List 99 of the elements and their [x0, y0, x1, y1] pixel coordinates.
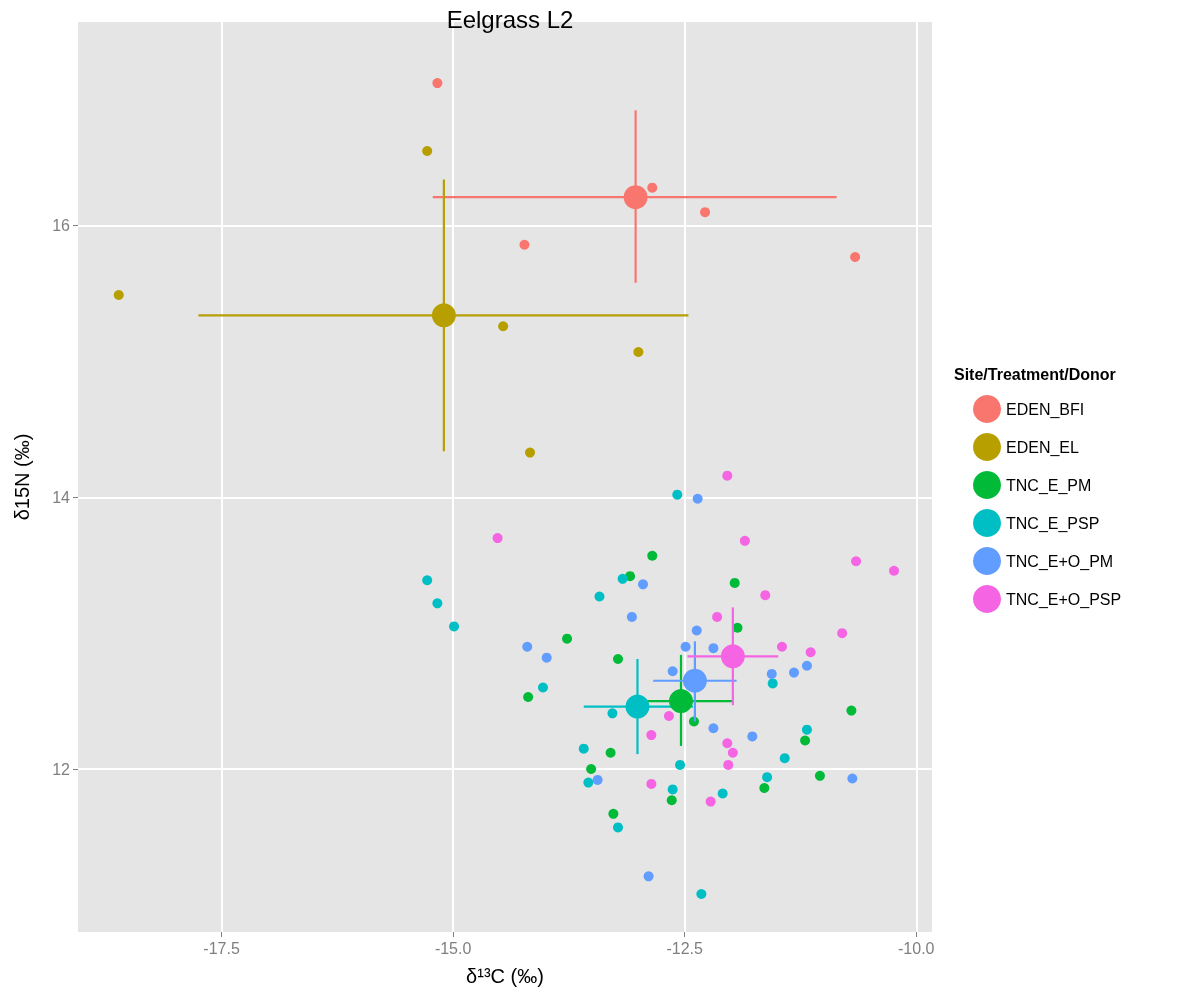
x-tick-label: -10.0 — [898, 939, 935, 957]
point — [776, 641, 787, 652]
point — [578, 743, 589, 754]
point — [422, 146, 433, 157]
point — [766, 668, 777, 679]
x-tick-label: -15.0 — [434, 939, 472, 957]
point — [682, 668, 707, 693]
point — [691, 625, 702, 636]
legend-title: Site/Treatment/Donor — [954, 365, 1116, 383]
x-tick-label: -12.5 — [666, 939, 704, 957]
point — [767, 678, 778, 689]
point — [623, 185, 648, 210]
point — [667, 784, 678, 795]
point — [779, 753, 790, 764]
point — [720, 644, 745, 669]
x-axis-title: δ¹³C (‰) — [466, 965, 544, 987]
point — [717, 788, 728, 799]
point — [432, 78, 443, 89]
point — [432, 598, 443, 609]
point — [625, 694, 650, 719]
point — [727, 747, 738, 758]
point — [449, 621, 460, 632]
point — [759, 783, 770, 794]
point — [846, 705, 857, 716]
point — [705, 796, 716, 807]
point — [113, 290, 124, 300]
point — [889, 565, 900, 576]
x-tick-label: -17.5 — [203, 939, 240, 957]
point — [647, 182, 658, 193]
point — [801, 660, 812, 671]
legend-label: EDEN_EL — [1006, 438, 1080, 457]
point — [613, 822, 623, 833]
point — [739, 535, 750, 546]
point — [422, 575, 433, 586]
point — [669, 689, 693, 714]
point — [800, 735, 811, 746]
y-axis-title: δ15N (‰) — [11, 433, 33, 521]
point — [696, 888, 707, 899]
y-tick-label: 14 — [52, 488, 71, 506]
point — [801, 724, 812, 735]
point — [712, 611, 723, 622]
point — [562, 633, 573, 644]
y-tick-label: 12 — [52, 760, 71, 778]
point — [541, 652, 552, 663]
point — [700, 207, 711, 218]
point — [805, 647, 816, 658]
point — [667, 666, 678, 677]
point — [675, 759, 686, 770]
y-tick-label: 16 — [52, 217, 71, 235]
point — [814, 770, 825, 781]
point — [431, 303, 456, 328]
point — [646, 730, 657, 741]
point — [847, 773, 858, 784]
point — [643, 871, 654, 882]
point — [680, 641, 691, 652]
point — [647, 550, 658, 561]
legend-label: EDEN_BFI — [1006, 400, 1085, 419]
point — [586, 764, 597, 775]
point — [672, 489, 683, 500]
point — [498, 321, 509, 332]
point — [519, 239, 530, 250]
point — [760, 590, 771, 601]
point — [729, 577, 740, 588]
point — [851, 556, 862, 567]
point — [608, 808, 619, 819]
point — [523, 692, 534, 703]
point — [663, 711, 674, 722]
point — [492, 533, 503, 544]
point — [722, 470, 733, 481]
point — [638, 579, 649, 590]
point — [592, 774, 603, 785]
point — [692, 493, 703, 504]
legend-label: TNC_E+O_PSP — [1006, 590, 1122, 609]
point — [722, 738, 733, 749]
legend-label: TNC_E+O_PM — [1006, 552, 1114, 571]
point — [613, 654, 623, 664]
point — [537, 682, 548, 693]
point — [708, 643, 719, 654]
point — [594, 591, 605, 602]
point — [747, 731, 758, 742]
point — [605, 747, 616, 758]
legend-label: TNC_E_PSP — [1006, 514, 1100, 533]
point — [666, 795, 677, 806]
point — [633, 347, 644, 358]
point — [583, 777, 594, 788]
point — [522, 641, 533, 652]
point — [617, 573, 628, 584]
point — [646, 778, 657, 789]
legend-label: TNC_E_PM — [1006, 476, 1092, 495]
point — [789, 667, 799, 678]
point — [607, 708, 618, 719]
point — [850, 251, 861, 262]
point — [723, 759, 734, 770]
point — [837, 628, 848, 639]
point — [525, 447, 536, 458]
point — [626, 611, 637, 622]
point — [762, 772, 773, 783]
chart-title: Eelgrass L2 — [446, 5, 574, 33]
point — [708, 723, 719, 734]
